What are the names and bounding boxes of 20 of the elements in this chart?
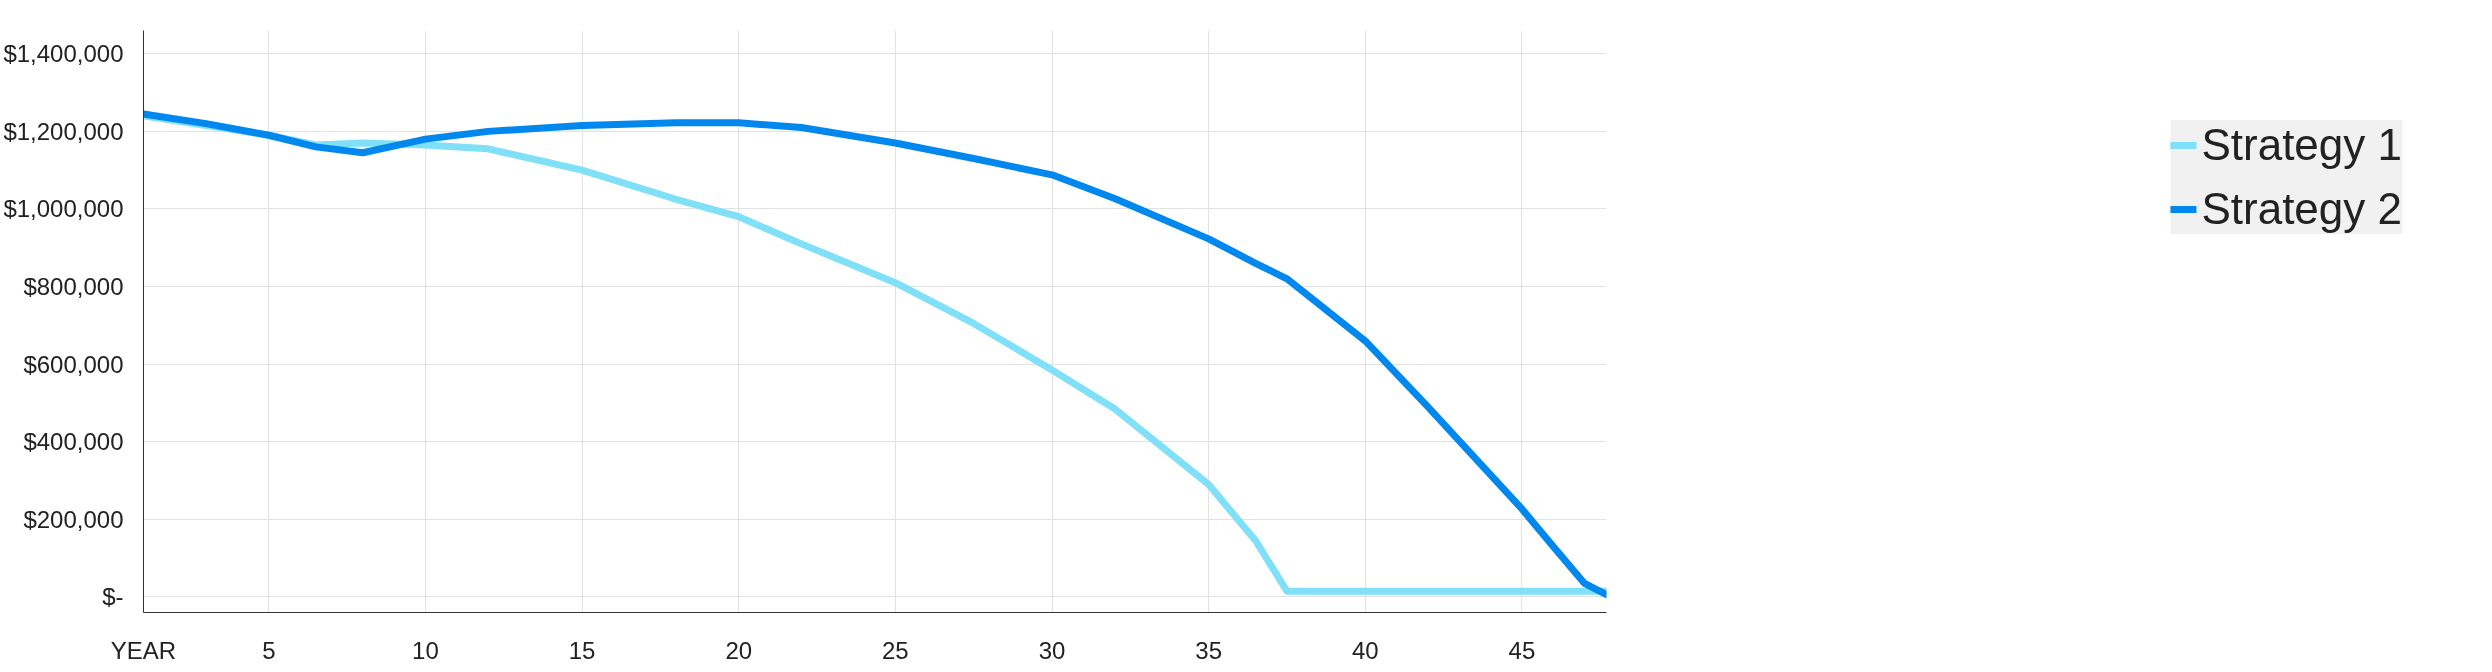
legend-label: Strategy 2 [2201,184,2402,234]
x-tick-label: 40 [1351,636,1379,664]
y-tick-label: $1,000,000 [3,195,124,223]
x-tick-label: 25 [882,636,909,664]
x-tick-label: 5 [262,636,276,664]
y-tick-label: $200,000 [23,505,124,533]
y-tick-label: $- [102,583,124,611]
x-tick-label: 10 [412,636,439,664]
x-tick-label: 45 [1508,636,1536,664]
y-tick-label: $600,000 [23,350,124,378]
x-tick-label: 20 [725,636,753,664]
x-tick-label: 35 [1195,636,1222,664]
y-tick-label: $1,400,000 [3,40,124,68]
x-tick-label: YEAR [110,636,177,664]
legend-label: Strategy 1 [2201,120,2402,170]
x-tick-label: 15 [568,636,596,664]
y-tick-label: $1,200,000 [3,117,124,145]
y-tick-label: $400,000 [23,428,124,456]
y-tick-label: $800,000 [23,273,124,301]
x-tick-label: 30 [1038,636,1066,664]
